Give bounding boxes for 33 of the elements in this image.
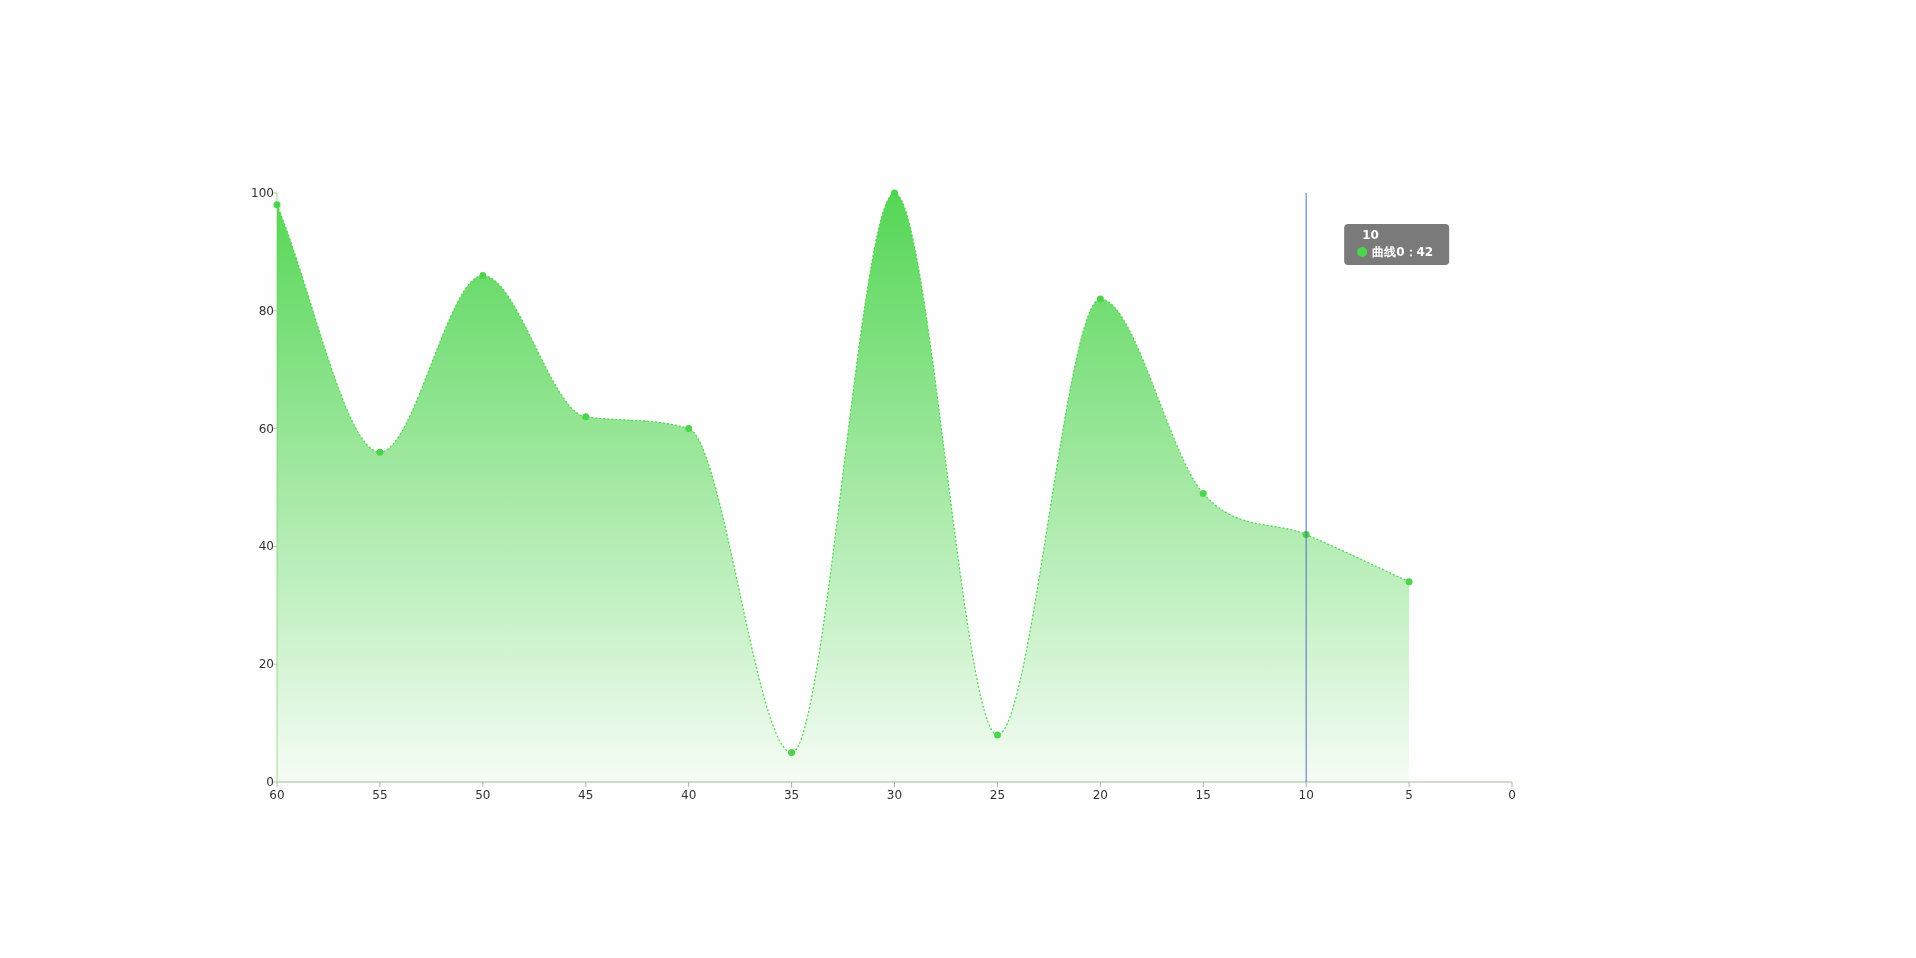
point — [1405, 578, 1413, 586]
x-tick-label: 30 — [886, 788, 903, 802]
point — [376, 448, 384, 456]
tooltip: 10 曲线0：42 — [1344, 224, 1450, 265]
point — [582, 413, 590, 421]
x-tick-label: 20 — [1092, 788, 1108, 802]
point — [479, 271, 487, 279]
y-tick-label: 20 — [258, 657, 274, 672]
x-tick-label: 5 — [1405, 788, 1413, 802]
y-tick-label: 60 — [258, 421, 274, 436]
y-tick-label: 40 — [258, 539, 274, 554]
point — [788, 749, 796, 757]
x-tick-label: 10 — [1298, 788, 1314, 802]
x-tick-label: 40 — [681, 788, 697, 802]
point — [993, 731, 1001, 739]
y-tick-label: 100 — [251, 186, 274, 200]
x-tick-label: 50 — [475, 788, 491, 802]
annotation: 曲线0：42 — [1372, 245, 1434, 259]
point — [273, 201, 281, 209]
point — [685, 425, 693, 433]
point — [1199, 489, 1207, 497]
x-tick-label: 45 — [578, 788, 594, 802]
point — [1096, 295, 1104, 303]
x-tick-label: 55 — [372, 788, 388, 802]
y-tick-label: 80 — [258, 303, 274, 318]
x-tick-label: 60 — [269, 788, 285, 802]
annotation: 10 — [1362, 228, 1379, 242]
x-tick-label: 0 — [1508, 788, 1516, 802]
x-tick-label: 35 — [783, 788, 800, 802]
y-tick-label: 0 — [266, 775, 274, 789]
point — [891, 189, 898, 197]
x-tick-label: 25 — [989, 788, 1006, 802]
x-tick-label: 15 — [1195, 788, 1211, 802]
